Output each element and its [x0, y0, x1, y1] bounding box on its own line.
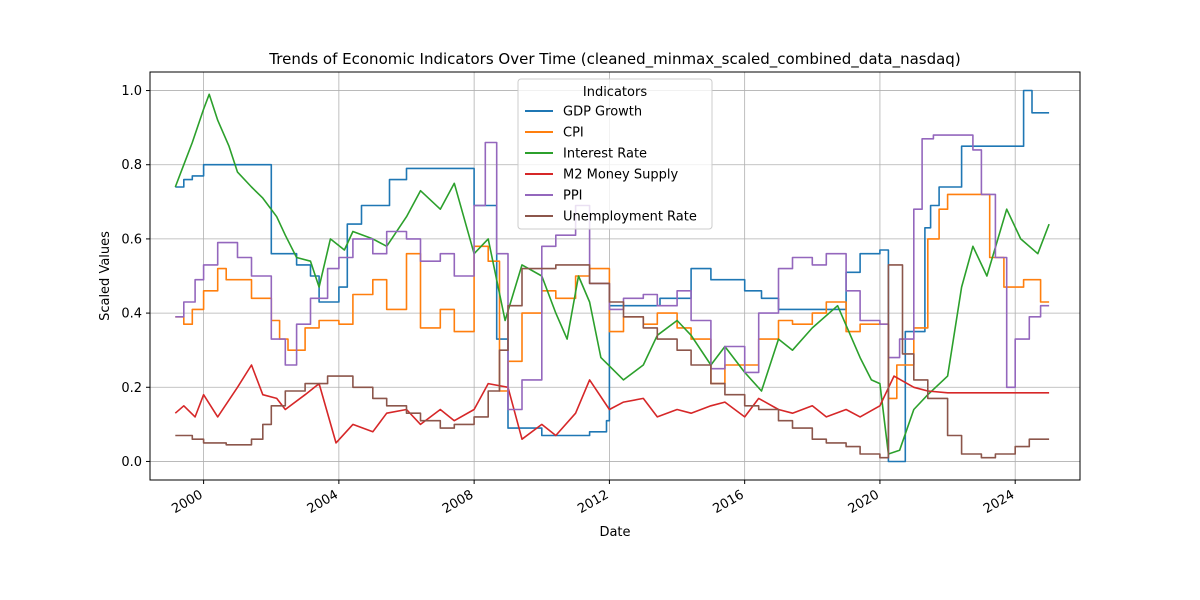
legend: Indicators GDP Growth CPI Interest Rate M2 … — [517, 78, 713, 230]
y-tick-label: 1.0 — [121, 84, 142, 99]
y-tick-label: 0.2 — [121, 381, 142, 396]
legend-label-interest-rate: Interest Rate — [563, 147, 647, 162]
x-axis-label: Date — [599, 525, 630, 540]
y-tick-label: 0.4 — [121, 307, 142, 322]
legend-label-m2-money-supply: M2 Money Supply — [563, 168, 678, 183]
legend-label-unemployment-rate: Unemployment Rate — [563, 210, 697, 225]
series-lines — [174, 89, 1050, 463]
series-line-unemployment-rate — [175, 264, 1050, 459]
y-tick-label: 0.6 — [121, 232, 142, 247]
legend-box — [517, 78, 713, 230]
legend-title: Indicators — [583, 85, 647, 100]
legend-label-cpi: CPI — [563, 126, 584, 141]
y-tick-label: 0.8 — [121, 158, 142, 173]
chart-title: Trends of Economic Indicators Over Time … — [268, 50, 960, 69]
legend-label-gdp-growth: GDP Growth — [563, 105, 642, 120]
y-axis-label: Scaled Values — [98, 231, 113, 321]
series-line-m2-money-supply — [174, 364, 1050, 444]
plot-frame — [149, 71, 1081, 481]
y-tick-label: 0.0 — [121, 455, 142, 470]
series-line-interest-rate — [174, 93, 1050, 455]
series-line-cpi — [175, 193, 1050, 400]
legend-entries: GDP Growth CPI Interest Rate M2 Money Suppl… — [525, 105, 697, 225]
series-line-gdp-growth — [175, 89, 1050, 463]
legend-label-ppi: PPI — [563, 189, 583, 204]
